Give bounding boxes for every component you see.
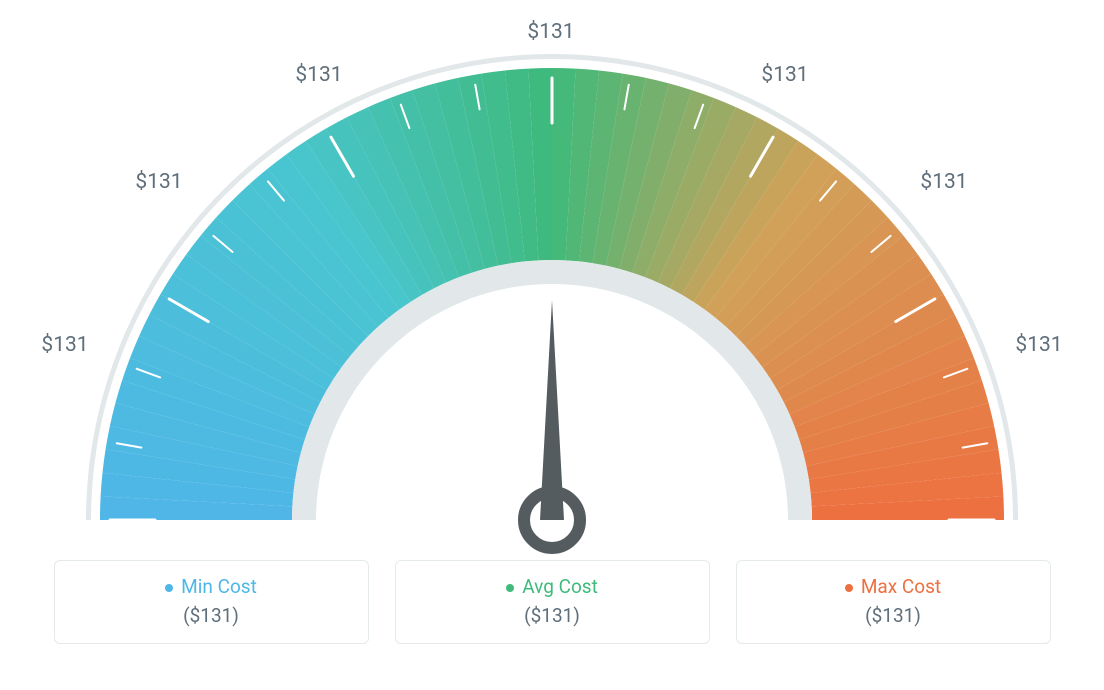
legend-min-title: Min Cost — [55, 575, 368, 598]
gauge-chart: $131 $131 $131 $131 $131 $131 $131 — [0, 0, 1104, 560]
gauge-tick-label: $131 — [920, 170, 967, 194]
gauge-tick-label: $131 — [135, 170, 182, 194]
gauge-tick-label: $131 — [1015, 333, 1062, 357]
legend-card-avg: Avg Cost ($131) — [395, 560, 710, 644]
dot-icon — [845, 584, 853, 592]
gauge-tick-label: $131 — [761, 63, 808, 87]
legend-max-title: Max Cost — [737, 575, 1050, 598]
legend-max-value: ($131) — [737, 604, 1050, 627]
legend-row: Min Cost ($131) Avg Cost ($131) Max Cost… — [0, 560, 1104, 644]
legend-max-label: Max Cost — [861, 575, 941, 598]
gauge-tick-label: $131 — [527, 20, 574, 44]
legend-min-label: Min Cost — [181, 575, 257, 598]
gauge-tick-label: $131 — [41, 333, 88, 357]
gauge-tick-label: $131 — [295, 63, 342, 87]
legend-card-max: Max Cost ($131) — [736, 560, 1051, 644]
dot-icon — [165, 584, 173, 592]
legend-min-value: ($131) — [55, 604, 368, 627]
legend-avg-label: Avg Cost — [522, 575, 598, 598]
dot-icon — [506, 584, 514, 592]
legend-card-min: Min Cost ($131) — [54, 560, 369, 644]
legend-avg-title: Avg Cost — [396, 575, 709, 598]
legend-avg-value: ($131) — [396, 604, 709, 627]
gauge-svg — [0, 0, 1104, 560]
